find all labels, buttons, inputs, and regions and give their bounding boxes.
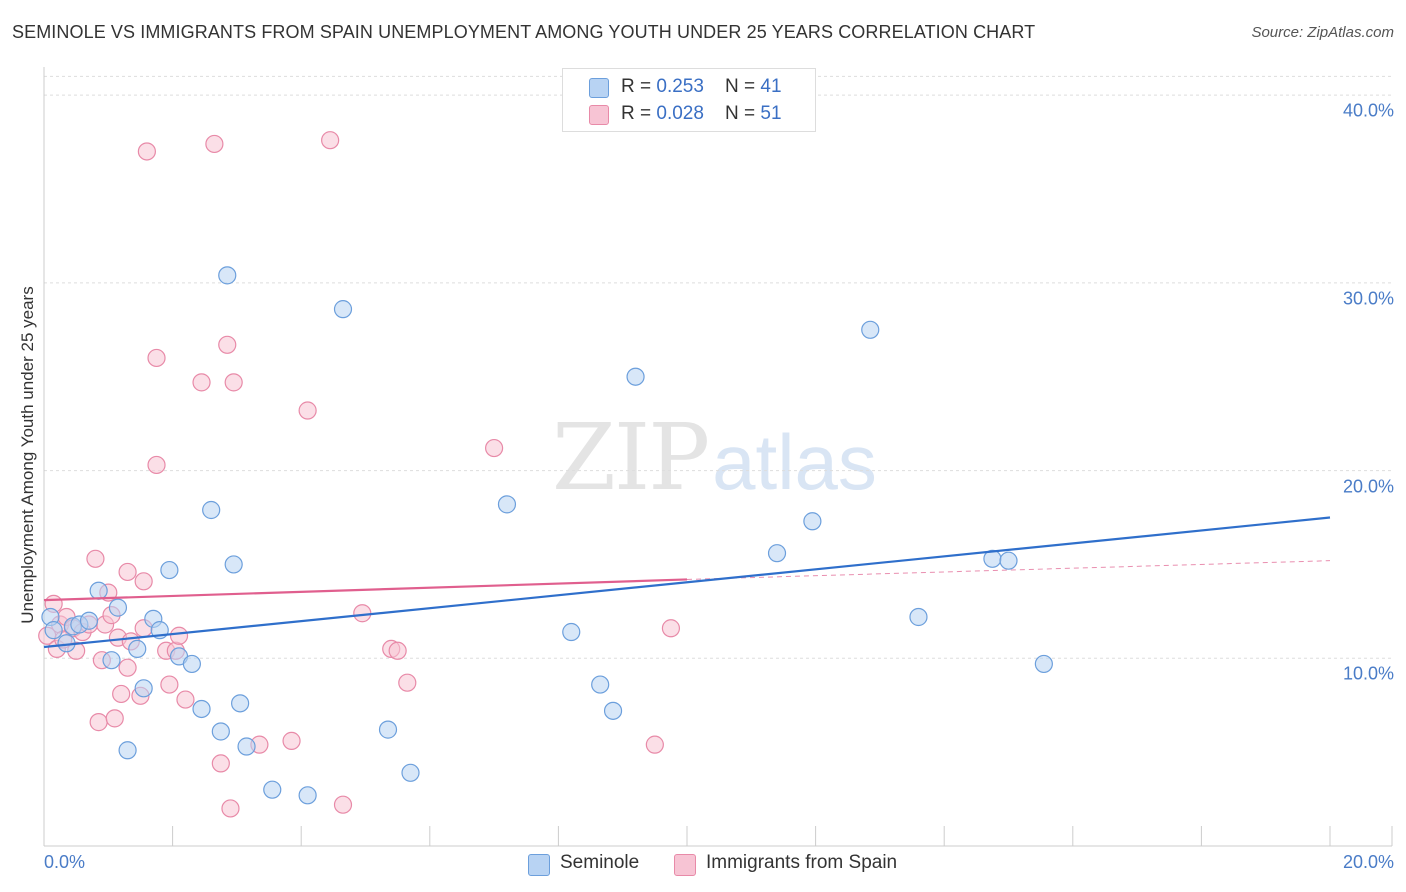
- point-seminole: [211, 722, 230, 741]
- legend-n-label: N =: [725, 76, 761, 97]
- legend-n-label: N =: [725, 103, 761, 124]
- legend-r-seminole: 0.253: [656, 76, 704, 97]
- point-seminole: [160, 560, 179, 580]
- point-seminole: [626, 367, 645, 386]
- trend-line-spain: [43, 578, 688, 602]
- y-tick-label: 40.0%: [1342, 100, 1394, 121]
- watermark: ZIPatlas: [552, 404, 877, 511]
- point-spain: [134, 572, 153, 591]
- point-spain: [205, 134, 224, 154]
- bottom-legend-label-seminole: Seminole: [560, 852, 640, 873]
- point-seminole: [237, 737, 256, 756]
- point-spain: [321, 131, 340, 150]
- point-seminole: [401, 763, 420, 782]
- point-spain: [485, 438, 504, 458]
- y-tick-label: 20.0%: [1342, 476, 1394, 497]
- legend-swatch-spain: [589, 105, 609, 125]
- point-seminole: [79, 611, 99, 630]
- point-spain: [86, 549, 105, 568]
- point-seminole: [603, 701, 623, 720]
- legend-n-seminole: 41: [760, 76, 782, 97]
- point-spain: [661, 619, 681, 638]
- point-seminole: [89, 581, 108, 600]
- point-spain: [176, 690, 195, 709]
- point-seminole: [562, 622, 581, 642]
- data-points: [38, 131, 1053, 818]
- point-seminole: [108, 598, 128, 617]
- point-seminole: [378, 720, 398, 739]
- point-seminole: [861, 320, 880, 339]
- legend-r-spain: 0.028: [656, 103, 704, 124]
- point-seminole: [767, 544, 787, 563]
- point-seminole: [118, 741, 137, 760]
- x-tick-min: 0.0%: [44, 852, 86, 872]
- point-spain: [388, 641, 407, 660]
- point-spain: [298, 401, 317, 420]
- x-tick-max: 20.0%: [1342, 852, 1394, 872]
- point-seminole: [218, 266, 237, 285]
- point-seminole: [298, 786, 317, 805]
- point-spain: [169, 626, 189, 645]
- point-spain: [89, 713, 108, 732]
- point-spain: [105, 709, 124, 728]
- point-spain: [282, 731, 301, 750]
- y-tick-label: 30.0%: [1342, 288, 1394, 309]
- legend: R = 0.253 N = 41 R = 0.028 N = 51: [562, 68, 816, 132]
- point-seminole: [224, 555, 243, 574]
- chart-title: SEMINOLE VS IMMIGRANTS FROM SPAIN UNEMPL…: [12, 22, 1036, 42]
- legend-r-label: R =: [621, 103, 657, 124]
- point-spain: [211, 754, 230, 773]
- legend-swatch-seminole: [589, 78, 609, 98]
- point-seminole: [44, 621, 63, 640]
- point-spain: [398, 673, 417, 692]
- point-seminole: [134, 679, 153, 698]
- point-spain: [137, 142, 156, 161]
- point-spain: [333, 795, 353, 814]
- legend-r-label: R =: [621, 76, 657, 97]
- legend-n-spain: 51: [760, 103, 782, 124]
- point-seminole: [102, 651, 121, 670]
- point-spain: [353, 604, 372, 623]
- point-seminole: [202, 500, 221, 520]
- watermark-atlas: atlas: [712, 418, 877, 506]
- point-spain: [645, 735, 664, 754]
- point-spain: [147, 455, 166, 475]
- point-spain: [192, 373, 211, 392]
- point-seminole: [591, 675, 610, 694]
- point-seminole: [803, 512, 822, 531]
- point-spain: [221, 799, 240, 818]
- point-seminole: [263, 780, 282, 799]
- point-seminole: [909, 607, 928, 627]
- point-spain: [224, 373, 243, 392]
- bottom-legend-label-spain: Immigrants from Spain: [706, 852, 898, 873]
- point-seminole: [333, 300, 353, 319]
- grid-lines: [44, 75, 1392, 659]
- point-seminole: [182, 654, 201, 674]
- point-spain: [218, 335, 237, 354]
- point-seminole: [1034, 654, 1053, 674]
- source-label: Source: ZipAtlas.com: [1251, 24, 1394, 41]
- axes: [43, 67, 1393, 847]
- point-seminole: [999, 551, 1018, 570]
- point-seminole: [192, 699, 211, 719]
- y-tick-label: 10.0%: [1342, 663, 1394, 684]
- point-seminole: [231, 694, 250, 713]
- point-seminole: [128, 639, 147, 659]
- bottom-legend-swatch-spain: [674, 854, 696, 876]
- point-spain: [147, 348, 166, 368]
- point-spain: [118, 562, 137, 582]
- y-axis-label: Unemployment Among Youth under 25 years: [18, 286, 37, 624]
- point-seminole: [497, 495, 517, 514]
- trend-line-seminole: [43, 516, 1331, 649]
- point-spain: [160, 675, 179, 694]
- point-spain: [112, 684, 131, 704]
- point-spain: [118, 658, 137, 677]
- bottom-legend-swatch-seminole: [528, 854, 550, 876]
- trend-lines-front: [43, 516, 1331, 649]
- watermark-zip: ZIP: [552, 404, 710, 511]
